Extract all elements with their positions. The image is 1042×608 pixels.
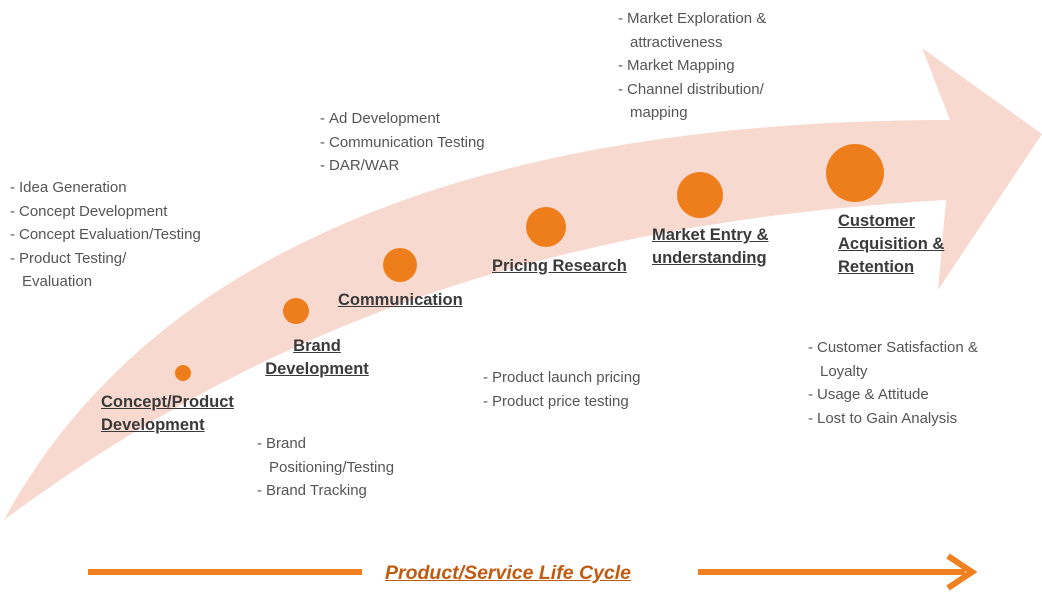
growth-arrow [4,48,1042,520]
bullet-item: - Communication Testing [320,133,485,151]
stage-label-communication: Communication [338,291,463,309]
market-entry-bullets: - Market Exploration & attractiveness - Ma… [618,7,823,125]
stage-dot-brand [283,298,309,324]
bullet-item: - Market Exploration & attractiveness [618,10,767,51]
bullet-item: - Lost to Gain Analysis [808,409,958,427]
stage-label-concept: Concept/Product Development [101,393,234,434]
footer-label: Product/Service Life Cycle [385,562,632,584]
stage-dot-market-entry [677,172,723,218]
stage-dot-communication [383,248,417,282]
bullet-item: - Ad Development [320,110,440,127]
stage-dot-pricing [526,207,566,247]
bullet-item: - Concept Development [10,202,168,220]
bullet-item: - Brand Positioning/Testing [257,435,395,476]
pricing-bullets: - Product launch pricing - Product price t… [483,366,703,413]
brand-bullets: - Brand Positioning/Testing - Brand Tracki… [257,432,422,503]
bullet-item: - Product price testing [483,392,629,410]
bullet-item: - DAR/WAR [320,157,400,174]
stage-label-market-entry: Market Entry & understanding [652,226,769,267]
stage-label-pricing: Pricing Research [492,257,627,275]
customer-bullets: - Customer Satisfaction & Loyalty - Usage … [808,336,1028,430]
stage-label-brand: Brand Development [265,337,369,378]
bullet-item: - Brand Tracking [257,482,367,499]
bullet-item: - Product Testing/ Evaluation [10,249,127,291]
stage-dot-concept [175,365,191,381]
stage-label-customer: Customer Acquisition & Retention [838,212,945,276]
bullet-item: - Product launch pricing [483,369,641,386]
footer-arrowhead [946,553,978,591]
communication-bullets: - Ad Development - Communication Testing -… [320,107,540,178]
bullet-item: - Channel distribution/ mapping [618,80,764,122]
bullet-item: - Idea Generation [10,179,127,196]
stage-dot-customer [826,144,884,202]
bullet-item: - Concept Evaluation/Testing [10,226,201,243]
bullet-item: - Market Mapping [618,57,735,74]
bullet-item: - Customer Satisfaction & Loyalty [808,339,978,380]
concept-bullets: - Idea Generation - Concept Development -C… [10,176,260,294]
bullet-item: - Usage & Attitude [808,386,929,403]
